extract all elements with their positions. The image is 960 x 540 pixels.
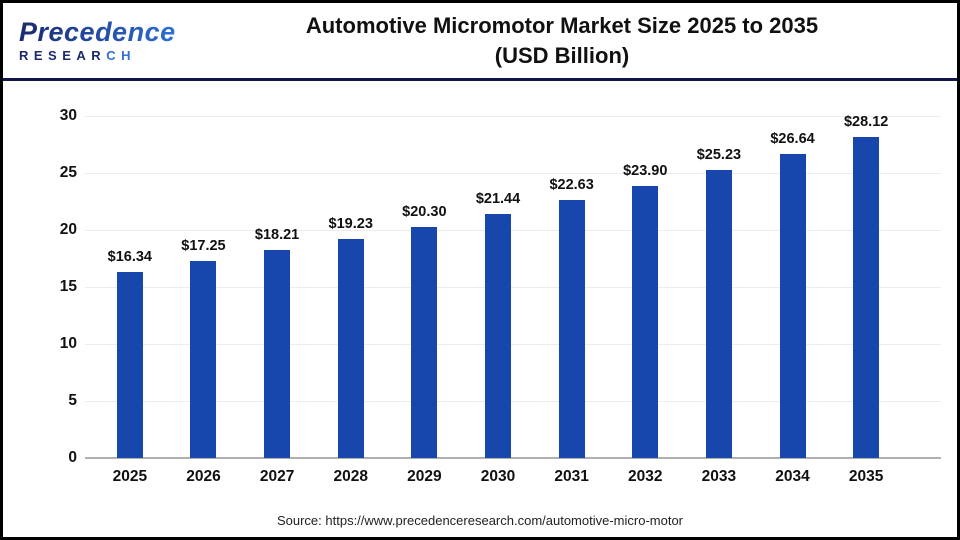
x-axis-label-2027: 2027 xyxy=(259,468,295,485)
bar-value-label-2030: $21.44 xyxy=(475,190,521,207)
y-axis-tick-label-10: 10 xyxy=(59,335,77,352)
logo-subtitle: RESEARCH xyxy=(19,49,177,62)
bar-2028 xyxy=(337,238,364,458)
bar-2029 xyxy=(411,226,438,458)
bar-2034 xyxy=(779,154,806,458)
logo-subtitle-light: CH xyxy=(106,48,136,63)
x-axis-label-2030: 2030 xyxy=(480,468,516,485)
x-axis-label-2028: 2028 xyxy=(333,468,368,485)
bar-2035 xyxy=(853,137,880,458)
gridline-5 xyxy=(85,401,941,402)
y-axis-tick-label-0: 0 xyxy=(68,449,77,466)
logo-subtitle-dark: RESEAR xyxy=(19,48,107,63)
bar-value-label-2031: $22.63 xyxy=(549,177,594,194)
bar-2030 xyxy=(485,213,511,458)
x-axis-label-2034: 2034 xyxy=(775,468,810,485)
y-axis-tick-label-5: 5 xyxy=(68,392,77,409)
bar-value-label-2035: $28.12 xyxy=(843,114,889,131)
y-axis-tick-label-25: 25 xyxy=(59,164,77,181)
bar-2026 xyxy=(190,261,217,458)
y-axis-tick-label-20: 20 xyxy=(59,221,77,238)
gridline-25 xyxy=(85,173,941,174)
bar-value-label-2025: $16.34 xyxy=(107,248,152,265)
bar-value-label-2026: $17.25 xyxy=(181,238,226,255)
x-axis-line xyxy=(85,457,941,459)
x-axis: 2025 2026 2027 2028 2029 2030 2031 2032 2033 2034… xyxy=(85,468,941,492)
bar-2027 xyxy=(264,250,291,458)
x-axis-label-2031: 2031 xyxy=(554,468,589,485)
y-axis-tick-label-15: 15 xyxy=(59,278,77,295)
x-axis-label-2025: 2025 xyxy=(112,468,148,485)
chart-title: Automotive Micromotor Market Size 2025 t… xyxy=(177,11,957,70)
bar-2033 xyxy=(705,170,732,458)
gridline-30 xyxy=(85,116,941,117)
header: Precedence RESEARCH Automotive Micromoto… xyxy=(3,3,957,81)
bar-value-label-2029: $20.30 xyxy=(402,203,447,220)
bar-value-label-2032: $23.90 xyxy=(623,162,668,179)
bar-chart: 0 5 10 15 20 25 30 $16.34 $17.25 $18.21 $19.23 $20… xyxy=(3,84,957,537)
gridline-10 xyxy=(85,344,941,345)
chart-title-line1: Automotive Micromotor Market Size 2025 t… xyxy=(305,12,819,38)
source-citation: Source: https://www.precedenceresearch.c… xyxy=(276,513,684,528)
x-axis-label-2033: 2033 xyxy=(701,468,737,485)
bar-2031 xyxy=(558,200,585,458)
y-axis-tick-label-30: 30 xyxy=(59,107,77,124)
bar-value-label-2027: $18.21 xyxy=(254,227,300,244)
precedence-research-logo: Precedence RESEARCH xyxy=(19,17,177,63)
x-axis-label-2032: 2032 xyxy=(628,468,663,485)
gridline-20 xyxy=(85,230,941,231)
logo-wordmark: Precedence xyxy=(19,17,176,47)
gridline-15 xyxy=(85,287,941,288)
bar-value-label-2028: $19.23 xyxy=(328,215,373,232)
chart-title-line2: (USD Billion) xyxy=(494,42,630,68)
x-axis-label-2035: 2035 xyxy=(848,468,884,485)
bar-2025 xyxy=(116,271,143,458)
bar-value-label-2034: $26.64 xyxy=(770,131,815,148)
x-axis-label-2026: 2026 xyxy=(186,468,221,485)
plot-area: $16.34 $17.25 $18.21 $19.23 $20.30 $21.44 $22.… xyxy=(85,114,941,459)
bar-value-label-2033: $25.23 xyxy=(696,147,742,164)
x-axis-label-2029: 2029 xyxy=(407,468,442,485)
bar-2032 xyxy=(632,185,659,458)
